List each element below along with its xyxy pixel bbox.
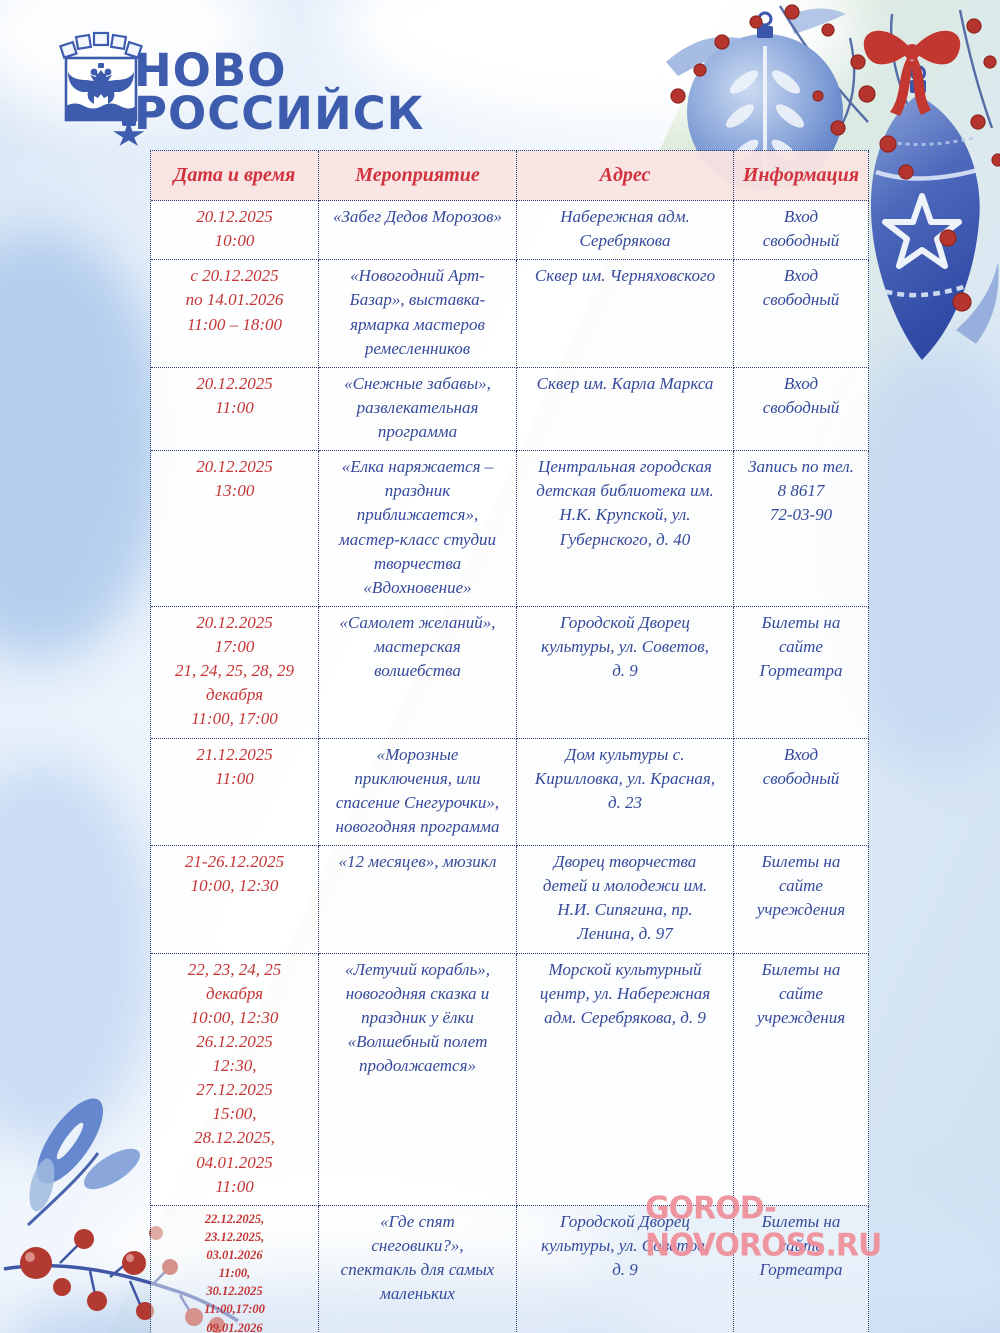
cell-info: Запись по тел. 8 8617 72-03-90 — [734, 451, 869, 607]
table-header-row: Дата и время Мероприятие Адрес Информаци… — [151, 151, 869, 201]
city-name-line1: НОВО — [134, 44, 287, 97]
coat-of-arms-icon — [59, 31, 145, 146]
cell-info: Билеты на сайте учреждения — [734, 846, 869, 954]
cell-address: Дворец творчества детей и молодежи им. Н… — [517, 846, 734, 954]
cell-event: «Морозные приключения, или спасение Снег… — [319, 738, 517, 846]
cell-address: Набережная адм. Серебрякова — [517, 201, 734, 261]
cell-event: «Новогодний Арт- Базар», выставка- ярмар… — [319, 260, 517, 368]
cell-info: Билеты на сайте учреждения — [734, 953, 869, 1206]
header-info: Информация — [734, 151, 869, 201]
cell-info: Вход свободный — [734, 367, 869, 452]
cloud-blob — [0, 760, 160, 1150]
header-address: Адрес — [517, 151, 734, 201]
cell-date: с 20.12.2025 по 14.01.2026 11:00 – 18:00 — [151, 260, 319, 368]
table-row: 20.12.2025 11:00 «Снежные забавы», развл… — [151, 367, 869, 452]
cell-address: Морской культурный центр, ул. Набережная… — [517, 953, 734, 1206]
site-watermark: GOROD-NOVOROSS.RU — [645, 1190, 882, 1264]
cell-event: «Самолет желаний», мастерская волшебства — [319, 606, 517, 739]
cell-address: Центральная городская детская библиотека… — [517, 451, 734, 607]
cell-address: Дом культуры с. Кирилловка, ул. Красная,… — [517, 738, 734, 846]
cell-event: «Летучий корабль», новогодняя сказка и п… — [319, 953, 517, 1206]
cell-event: «12 месяцев», мюзикл — [319, 846, 517, 954]
cell-date: 21-26.12.2025 10:00, 12:30 — [151, 846, 319, 954]
header-date: Дата и время — [151, 151, 319, 201]
cell-address: Городской Дворец культуры, ул. Советов, … — [517, 1205, 734, 1333]
table-row: 20.12.2025 13:00 «Елка наряжается – праз… — [151, 451, 869, 607]
cell-address: Сквер им. Черняховского — [517, 260, 734, 368]
cell-date: 21.12.2025 11:00 — [151, 738, 319, 846]
city-name-line2: РОССИЙСК — [134, 86, 425, 140]
cell-date: 20.12.2025 11:00 — [151, 367, 319, 452]
cell-info: Вход свободный — [734, 201, 869, 261]
cell-date: 20.12.2025 13:00 — [151, 451, 319, 607]
cell-event: «Забег Дедов Морозов» — [319, 201, 517, 261]
cell-date: 20.12.2025 10:00 — [151, 201, 319, 261]
cell-info: Билеты на сайте Гортеатра — [734, 1205, 869, 1333]
cell-info: Вход свободный — [734, 738, 869, 846]
table-row: 22.12.2025, 23.12.2025, 03.01.2026 11:00… — [151, 1205, 869, 1333]
cell-info: Вход свободный — [734, 260, 869, 368]
cell-address: Городской Дворец культуры, ул. Советов, … — [517, 606, 734, 739]
table-row: 20.12.2025 10:00 «Забег Дедов Морозов» Н… — [151, 201, 869, 261]
events-table: Дата и время Мероприятие Адрес Информаци… — [150, 150, 869, 1333]
table-row: 22, 23, 24, 25 декабря 10:00, 12:30 26.1… — [151, 953, 869, 1206]
cell-event: «Снежные забавы», развлекательная програ… — [319, 367, 517, 452]
bow-icon — [863, 30, 961, 116]
cell-info: Билеты на сайте Гортеатра — [734, 606, 869, 739]
cloud-blob — [0, 230, 170, 660]
cell-address: Сквер им. Карла Маркса — [517, 367, 734, 452]
cell-date: 22, 23, 24, 25 декабря 10:00, 12:30 26.1… — [151, 953, 319, 1206]
header-event: Мероприятие — [319, 151, 517, 201]
city-name: НОВО РОССИЙСК — [134, 44, 425, 140]
table-row: 20.12.2025 17:00 21, 24, 25, 28, 29 дека… — [151, 606, 869, 739]
table-row: 21-26.12.2025 10:00, 12:30 «12 месяцев»,… — [151, 846, 869, 954]
table-row: 21.12.2025 11:00 «Морозные приключения, … — [151, 738, 869, 846]
table-row: с 20.12.2025 по 14.01.2026 11:00 – 18:00… — [151, 260, 869, 368]
city-logo: НОВО РОССИЙСК — [56, 30, 423, 160]
cell-event: «Елка наряжается – праздник приближается… — [319, 451, 517, 607]
cell-date: 22.12.2025, 23.12.2025, 03.01.2026 11:00… — [151, 1205, 319, 1333]
cell-event: «Где спят снеговики?», спектакль для сам… — [319, 1205, 517, 1333]
cell-date: 20.12.2025 17:00 21, 24, 25, 28, 29 дека… — [151, 606, 319, 739]
